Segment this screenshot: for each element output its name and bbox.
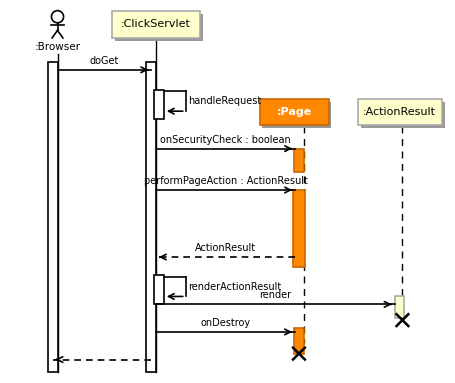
Text: :ActionResult: :ActionResult	[363, 107, 436, 117]
Text: render: render	[259, 290, 291, 300]
Bar	[259, 99, 329, 125]
Bar	[154, 275, 164, 304]
Text: :Browser: :Browser	[35, 42, 81, 52]
Text: performPageAction : ActionResult: performPageAction : ActionResult	[144, 176, 308, 186]
Bar	[294, 149, 304, 172]
Text: renderActionResult: renderActionResult	[188, 282, 282, 291]
Bar	[48, 62, 57, 372]
Text: :ClickServlet: :ClickServlet	[121, 20, 191, 29]
Bar	[154, 90, 164, 119]
Text: onSecurityCheck : boolean: onSecurityCheck : boolean	[160, 135, 291, 145]
Bar	[115, 14, 203, 41]
Bar	[263, 102, 332, 128]
Text: :Page: :Page	[276, 107, 312, 117]
Bar	[146, 62, 156, 372]
Bar	[361, 102, 445, 128]
Bar	[112, 11, 200, 38]
Bar	[293, 190, 305, 267]
Bar	[294, 328, 304, 354]
Text: onDestroy: onDestroy	[201, 318, 251, 328]
Text: doGet: doGet	[90, 56, 119, 66]
Text: handleRequest: handleRequest	[188, 97, 262, 106]
Bar	[394, 296, 404, 318]
Text: ActionResult: ActionResult	[195, 243, 256, 253]
Bar	[358, 99, 442, 125]
